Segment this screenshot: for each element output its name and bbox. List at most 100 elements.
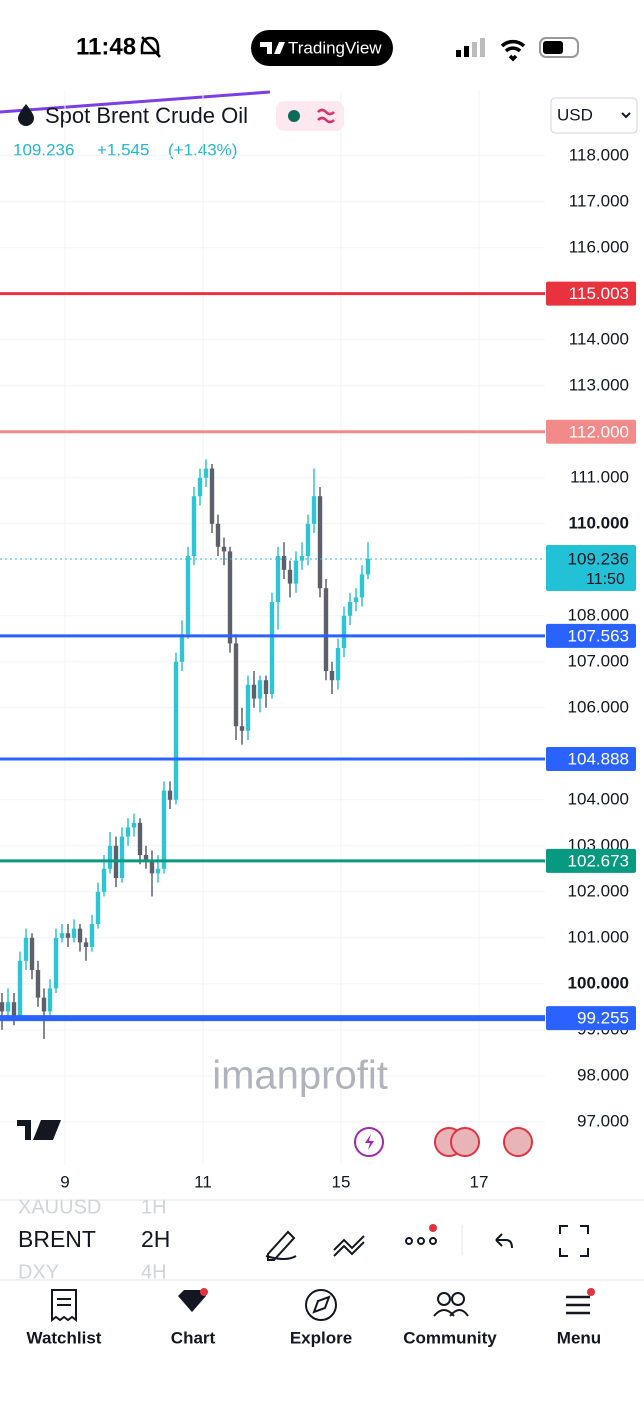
candle-body	[329, 671, 335, 681]
y-tick-label: 108.000	[568, 605, 629, 624]
market-open-dot	[288, 110, 300, 122]
y-tick-label: 98.000	[577, 1065, 629, 1084]
candle-body	[299, 555, 305, 561]
level-label: 102.673	[568, 851, 629, 870]
explore-icon[interactable]	[305, 1289, 337, 1321]
candle-body	[71, 928, 77, 938]
candle-body	[221, 546, 227, 552]
candle-body	[23, 937, 29, 961]
candle-body	[281, 555, 287, 570]
chart: 9 11 15 17 118.000 117.000 116.000 114.000 113.0…	[0, 90, 636, 1191]
header-price: 109.236	[13, 140, 74, 159]
candle-body	[17, 960, 23, 1017]
y-tick-label: 101.000	[568, 927, 629, 946]
candle-body	[125, 827, 131, 837]
candle-body	[179, 634, 185, 662]
candle-body	[359, 574, 365, 598]
candle-body	[323, 588, 329, 672]
status-badge	[276, 101, 344, 131]
candle-body	[161, 790, 167, 869]
candle-body	[101, 868, 107, 892]
candle-body	[173, 661, 179, 800]
candle-body	[29, 937, 35, 971]
candle-body	[167, 790, 173, 800]
candle-body	[317, 496, 323, 589]
nav-label[interactable]: Watchlist	[27, 1328, 102, 1347]
candle-body	[11, 1002, 17, 1017]
candle-body	[107, 845, 113, 869]
more-tools[interactable]	[405, 1237, 437, 1245]
symbol-interval[interactable]: 4H	[141, 1261, 167, 1283]
notification-dot	[587, 1288, 595, 1296]
nav-label[interactable]: Explore	[290, 1328, 352, 1347]
econ-event-icon[interactable]	[450, 1127, 480, 1157]
level-label-box	[546, 281, 636, 306]
symbol-interval[interactable]: 1H	[141, 1196, 167, 1218]
tv-logo	[260, 42, 285, 54]
candle-body	[47, 988, 53, 1012]
community-icon[interactable]	[433, 1292, 469, 1317]
candle-body	[209, 468, 215, 524]
countdown-label: 11:50	[586, 571, 625, 588]
level-label: 112.000	[569, 422, 629, 441]
level-label-box	[546, 1006, 636, 1031]
candle-body	[257, 680, 263, 699]
fullscreen[interactable]	[559, 1225, 589, 1257]
symbol-name[interactable]: XAUUSD	[18, 1196, 101, 1218]
notification-dot	[200, 1288, 208, 1296]
nav-label[interactable]: Chart	[171, 1328, 216, 1347]
econ-event-icon[interactable]	[503, 1127, 533, 1157]
level-label: 115.003	[569, 284, 629, 303]
dropdown-arrow	[621, 112, 631, 119]
symbol-icon	[18, 104, 34, 126]
candle-body	[137, 822, 143, 856]
compass	[312, 1295, 331, 1314]
candle-body	[191, 496, 197, 556]
candle-body	[251, 684, 257, 699]
candle-body	[233, 643, 239, 727]
candle-body	[203, 468, 209, 478]
menu-icon[interactable]	[566, 1295, 590, 1315]
draw-tool[interactable]	[265, 1230, 297, 1261]
mute-icon	[140, 36, 161, 58]
signal-icon	[456, 38, 485, 57]
candle-body	[311, 496, 317, 524]
candle-body	[269, 601, 275, 695]
nav-label[interactable]: Community	[403, 1328, 497, 1347]
nav-label[interactable]: Menu	[557, 1328, 601, 1347]
last-price-box	[546, 544, 636, 591]
symbol-name[interactable]: DXY	[18, 1261, 59, 1283]
level-label-box	[546, 848, 636, 873]
currency-select[interactable]	[550, 97, 638, 134]
y-tick-label: 111.000	[570, 467, 629, 486]
candle-body	[41, 997, 47, 1012]
header-change: +1.545	[97, 140, 149, 159]
app-pill[interactable]	[251, 30, 393, 66]
symbol-name[interactable]: BRENT	[18, 1226, 96, 1252]
chart-icon[interactable]	[178, 1290, 206, 1312]
candle-body	[65, 933, 71, 938]
candle-body	[59, 933, 65, 938]
watchlist-icon[interactable]	[51, 1289, 77, 1322]
candle-body	[95, 891, 101, 925]
last-price-label: 109.236	[568, 549, 629, 568]
symbol-interval[interactable]: 2H	[141, 1226, 170, 1252]
y-tick-label: 97.000	[577, 1111, 629, 1130]
pattern-tool[interactable]	[333, 1235, 365, 1257]
y-tick-label: 100.000	[568, 973, 629, 992]
candle-body	[53, 937, 59, 989]
x-tick-label: 9	[60, 1172, 69, 1191]
currency-text: USD	[557, 105, 593, 124]
battery-level	[543, 41, 563, 54]
tv-chart-logo	[17, 1120, 61, 1140]
candle-body	[227, 551, 233, 644]
undo[interactable]	[495, 1233, 513, 1249]
candle-body	[89, 924, 95, 948]
y-tick-label: 106.000	[568, 697, 629, 716]
watermark: imanprofit	[212, 1054, 388, 1098]
level-label: 104.888	[568, 749, 629, 768]
y-tick-label: 110.000	[568, 513, 629, 532]
candle-body	[83, 942, 89, 948]
